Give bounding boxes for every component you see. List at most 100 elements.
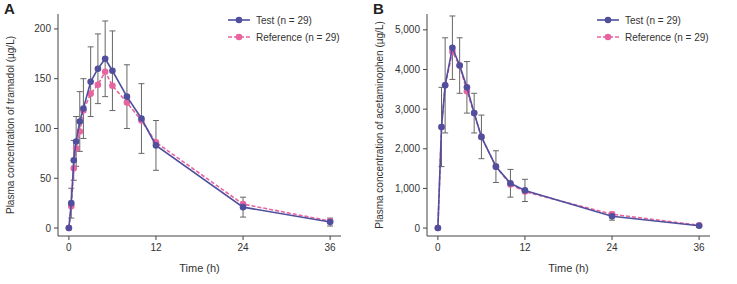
series-marker <box>66 225 73 232</box>
error-bar-cap <box>102 20 108 21</box>
x-tick <box>699 236 700 240</box>
y-tick <box>423 109 427 110</box>
error-bar-cap <box>80 138 86 139</box>
y-tick <box>423 228 427 229</box>
series-marker <box>456 62 463 69</box>
y-tick-label: 50 <box>40 173 52 184</box>
error-bar <box>153 121 159 171</box>
series-marker <box>327 218 334 225</box>
x-tick <box>243 236 244 240</box>
error-bar <box>138 84 144 154</box>
legend-label: Test (n = 29) <box>256 15 312 26</box>
series-marker <box>456 62 463 69</box>
y-tick-label: 200 <box>34 23 51 34</box>
series-marker <box>438 124 445 131</box>
series-marker <box>153 142 160 149</box>
y-tick <box>423 148 427 149</box>
error-bar-cap <box>109 30 115 31</box>
y-tick-label: 100 <box>34 123 51 134</box>
series-marker <box>471 110 478 117</box>
x-tick <box>612 236 613 240</box>
error-bar <box>522 179 528 201</box>
error-bar-cap <box>478 158 484 159</box>
y-axis <box>427 14 428 236</box>
series-line <box>438 48 699 228</box>
error-bar <box>102 21 108 97</box>
legend-marker <box>236 17 243 24</box>
error-bar-cap <box>124 64 130 65</box>
error-bar-cap <box>95 33 101 34</box>
x-tick-label: 24 <box>237 242 249 253</box>
error-bar-cap <box>77 91 83 92</box>
error-bar-cap <box>522 201 528 202</box>
legend-label: Reference (n = 29) <box>625 32 709 43</box>
y-tick-label: 0 <box>45 223 51 234</box>
error-bar-cap <box>493 150 499 151</box>
error-bar-cap <box>442 37 448 38</box>
data-layer <box>435 16 703 231</box>
error-bar-cap <box>442 132 448 133</box>
legend-item: Reference (n = 29) <box>597 32 709 43</box>
series-marker <box>435 225 442 232</box>
y-tick <box>54 228 58 229</box>
error-bar-cap <box>240 217 246 218</box>
series-marker <box>478 134 485 141</box>
x-axis-label: Time (h) <box>548 262 589 274</box>
x-tick-label: 24 <box>606 242 618 253</box>
error-bar-cap <box>471 132 477 133</box>
x-tick <box>437 236 438 240</box>
y-tick <box>54 28 58 29</box>
legend-item: Test (n = 29) <box>597 15 681 26</box>
error-bar-cap <box>457 37 463 38</box>
legend-label: Test (n = 29) <box>625 15 681 26</box>
series-marker <box>68 200 75 207</box>
error-bar-cap <box>457 93 463 94</box>
error-bar <box>109 31 115 111</box>
error-bar <box>240 197 246 217</box>
series-marker <box>493 163 500 170</box>
series-marker <box>327 219 334 226</box>
error-bar <box>124 65 130 129</box>
series-marker <box>507 180 514 187</box>
y-tick-label: 0 <box>414 223 420 234</box>
error-bar <box>442 38 448 133</box>
series-marker <box>522 187 529 194</box>
panel: BPlasma concentration of acetaminophen (… <box>373 0 710 274</box>
series-marker <box>66 225 73 232</box>
series-marker <box>102 68 109 75</box>
error-bar-cap <box>80 78 86 79</box>
error-bar-cap <box>88 116 94 117</box>
y-tick <box>423 188 427 189</box>
y-tick <box>54 78 58 79</box>
error-bar-cap <box>102 96 108 97</box>
legend-item: Test (n = 29) <box>228 15 312 26</box>
error-bar <box>464 62 470 114</box>
error-bar-cap <box>464 61 470 62</box>
error-bar-cap <box>153 170 159 171</box>
series-marker <box>696 222 703 229</box>
series-marker <box>109 67 116 74</box>
series-marker <box>87 78 94 85</box>
data-layer <box>66 21 334 231</box>
error-bar-cap <box>507 169 513 170</box>
x-tick <box>524 236 525 240</box>
series-marker <box>696 222 703 229</box>
series-marker <box>478 134 485 141</box>
x-axis <box>58 236 341 237</box>
error-bar-cap <box>327 226 333 227</box>
series-marker <box>70 157 77 164</box>
error-bar <box>507 169 513 197</box>
series-marker <box>76 118 83 125</box>
error-bar-cap <box>109 110 115 111</box>
x-tick-label: 0 <box>435 242 441 253</box>
y-tick-label: 150 <box>34 73 51 84</box>
series-marker <box>109 82 116 89</box>
x-tick-label: 0 <box>66 242 72 253</box>
error-bar-cap <box>471 93 477 94</box>
error-bar-cap <box>88 46 94 47</box>
x-tick <box>155 236 156 240</box>
x-tick-label: 12 <box>150 242 162 253</box>
error-bar <box>478 115 484 159</box>
legend-label: Reference (n = 29) <box>256 32 340 43</box>
y-tick <box>54 178 58 179</box>
